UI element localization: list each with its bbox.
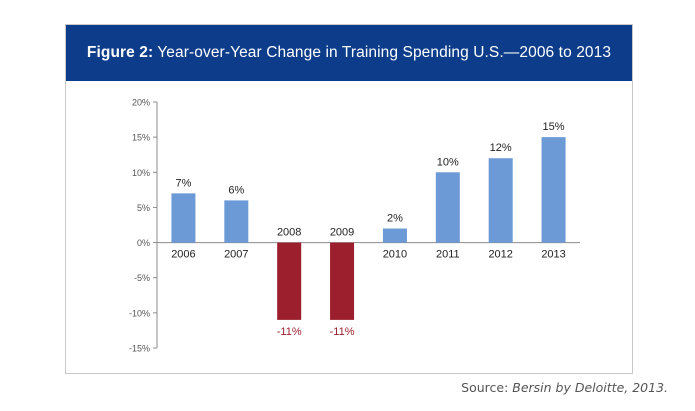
- y-tick-label: 5%: [137, 203, 150, 213]
- figure-title: Year-over-Year Change in Training Spendi…: [157, 44, 612, 61]
- y-tick-label: 20%: [132, 98, 150, 108]
- data-label: -11%: [330, 326, 355, 338]
- bar-2006: [171, 193, 196, 243]
- y-tick-label: 0%: [137, 238, 150, 248]
- source-prefix: Source:: [461, 380, 513, 395]
- bar-2013: [541, 137, 566, 243]
- y-tick-label: 15%: [132, 133, 150, 143]
- x-tick-label: 2008: [277, 227, 301, 239]
- data-label: 7%: [175, 177, 191, 189]
- data-label: 15%: [543, 121, 565, 133]
- x-tick-label: 2010: [383, 249, 407, 261]
- bar-2012: [488, 158, 513, 243]
- x-tick-label: 2006: [171, 249, 195, 261]
- y-tick-label: -5%: [134, 273, 150, 283]
- x-tick-label: 2011: [436, 249, 460, 261]
- y-tick-label: 10%: [132, 168, 150, 178]
- bar-2008: [277, 242, 302, 320]
- bar-2007: [224, 200, 249, 243]
- x-tick-label: 2007: [224, 249, 248, 261]
- x-tick-label: 2012: [488, 249, 512, 261]
- source-text: Bersin by Deloitte, 2013.: [512, 380, 668, 395]
- data-label: 6%: [228, 184, 244, 196]
- bar-2010: [382, 228, 407, 243]
- figure-label: Figure 2:: [86, 44, 154, 61]
- data-label: 2%: [387, 213, 403, 225]
- source-note: Source: Bersin by Deloitte, 2013.: [461, 380, 668, 395]
- bar-2011: [435, 172, 460, 243]
- y-tick-label: -15%: [129, 344, 150, 354]
- data-label: 10%: [437, 156, 459, 168]
- y-tick-label: -10%: [129, 308, 150, 318]
- x-tick-label: 2009: [330, 227, 354, 239]
- data-label: -11%: [277, 326, 302, 338]
- figure-header: Figure 2: Year-over-Year Change in Train…: [66, 25, 632, 81]
- data-label: 12%: [490, 142, 512, 154]
- x-tick-label: 2013: [541, 249, 565, 261]
- bar-2009: [330, 242, 355, 320]
